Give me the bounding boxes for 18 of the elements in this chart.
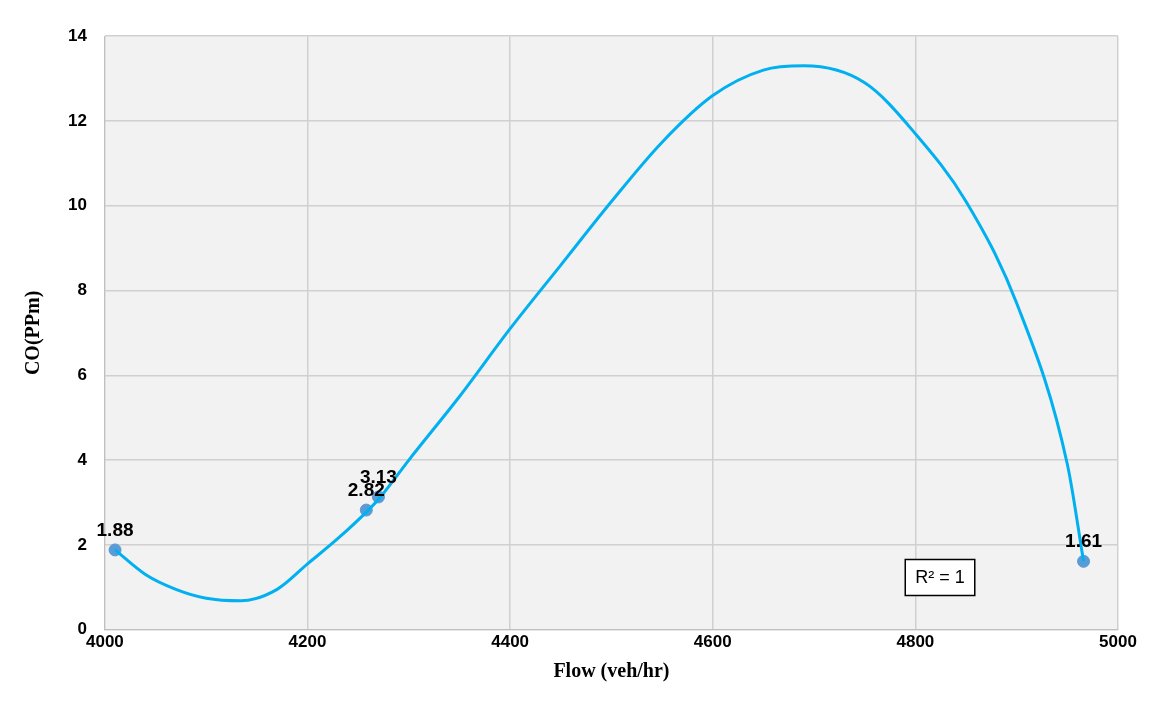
x-tick-label: 4400	[491, 632, 530, 652]
y-tick-label: 2	[77, 534, 87, 554]
annotation: R² = 1	[915, 566, 965, 587]
y-tick-label: 4	[77, 449, 88, 469]
y-tick-label: 0	[77, 619, 87, 639]
x-tick-label: 4800	[896, 632, 935, 652]
y-tick-label: 12	[67, 110, 87, 130]
x-tick-label: 4600	[693, 632, 732, 652]
data-label: 1.88	[96, 518, 134, 540]
x-tick-label: 4000	[86, 632, 124, 652]
y-tick-label: 8	[77, 280, 87, 300]
x-tick-label: 4200	[288, 632, 327, 652]
x-tick-label: 5000	[1099, 632, 1137, 652]
y-tick-label: 6	[77, 364, 87, 384]
y-tick-label: 10	[67, 195, 87, 215]
y-tick-label: 14	[67, 25, 88, 45]
x-axis-title: Flow (veh/hr)	[553, 659, 670, 683]
y-axis-title: CO(PPm)	[21, 290, 45, 376]
